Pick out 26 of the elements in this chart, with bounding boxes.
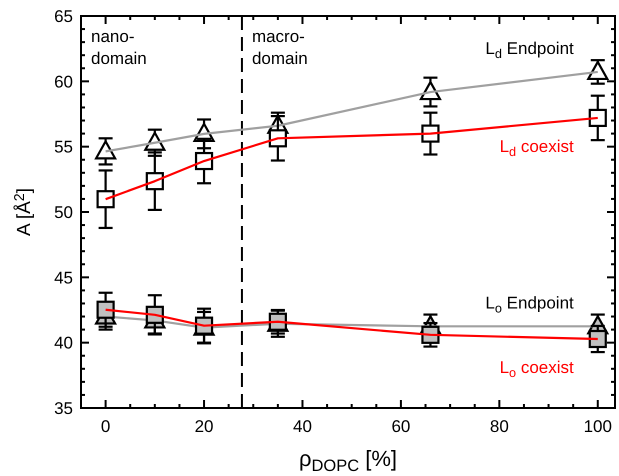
y-tick-label: 55: [54, 138, 73, 157]
y-tick-label: 50: [54, 203, 73, 222]
point: [588, 108, 607, 128]
point: [587, 60, 608, 80]
x-tick-label: 40: [293, 417, 312, 436]
point: [95, 140, 116, 160]
legend-label: L$_{d}$ coexist: [500, 136, 574, 159]
y-tick-label: 40: [54, 334, 73, 353]
x-tick-label: 60: [391, 417, 410, 436]
x-tick-label: 20: [194, 417, 214, 436]
x-axis-title: ρ$_{DOPC}$ [%]: [298, 446, 398, 476]
x-tick-label: 100: [584, 417, 612, 436]
annotation: nano- domain: [91, 27, 147, 68]
x-tick-label: 0: [100, 417, 110, 436]
point: [588, 330, 607, 348]
legend-label: L$_{o}$ Endpoint: [485, 293, 574, 316]
point: [96, 190, 115, 208]
legend-label: L$_{o}$ coexist: [500, 358, 574, 380]
y-tick-label: 45: [54, 268, 73, 288]
y-tick-label: 35: [54, 399, 73, 418]
point: [96, 300, 115, 319]
y-tick-label: 60: [54, 72, 73, 92]
x-tick-label: 80: [490, 417, 509, 436]
y-tick-label: 65: [54, 7, 73, 26]
legend-label: L$_{d}$ Endpoint: [485, 38, 574, 61]
annotation: macro- domain: [252, 27, 308, 68]
